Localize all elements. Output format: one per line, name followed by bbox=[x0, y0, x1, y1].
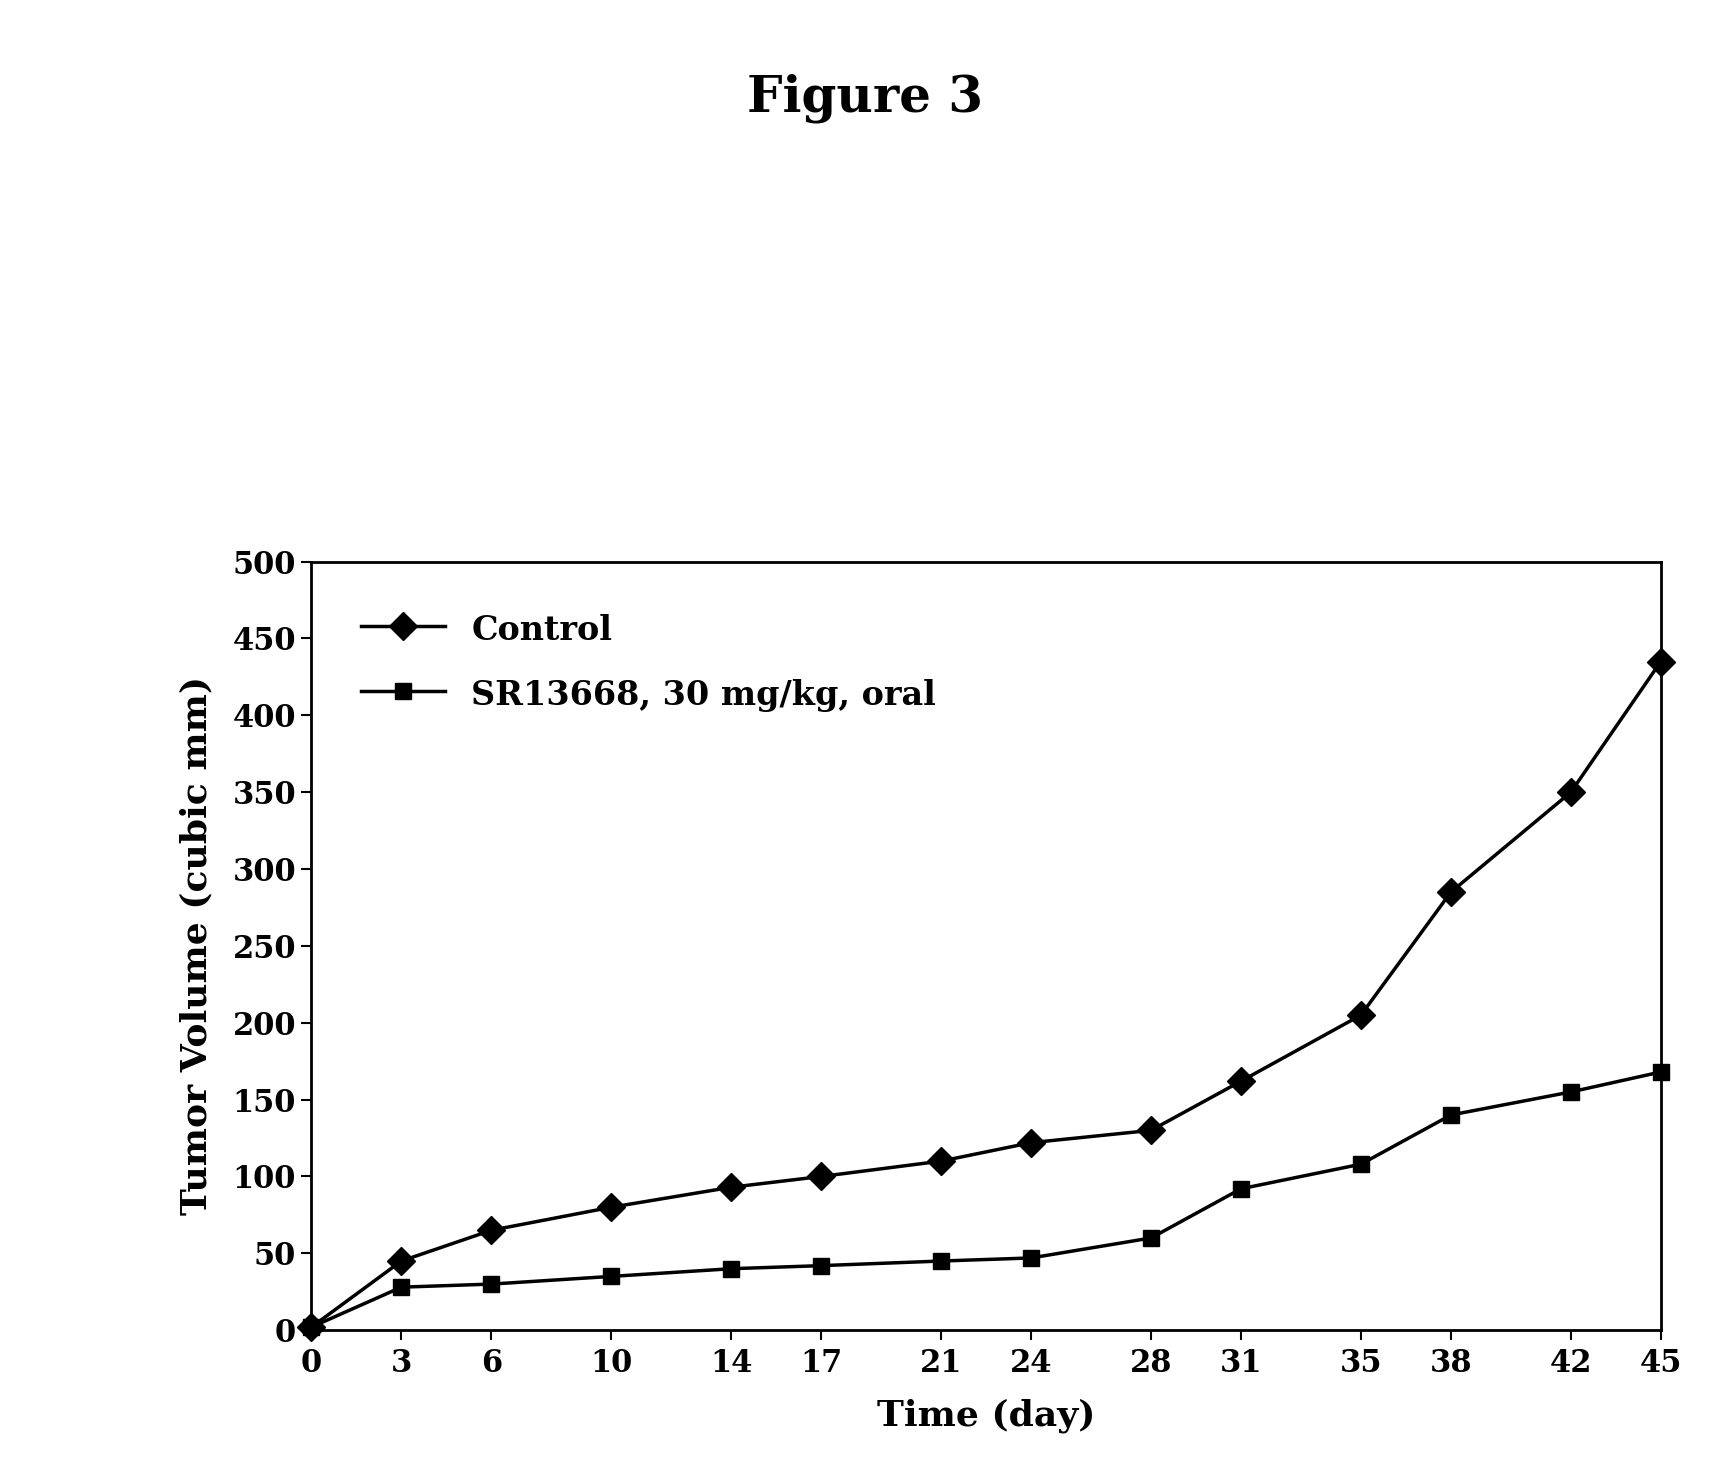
SR13668, 30 mg/kg, oral bbox=[1230, 1179, 1251, 1197]
SR13668, 30 mg/kg, oral bbox=[1560, 1083, 1581, 1101]
Legend: Control, SR13668, 30 mg/kg, oral: Control, SR13668, 30 mg/kg, oral bbox=[329, 578, 969, 745]
SR13668, 30 mg/kg, oral bbox=[721, 1259, 742, 1277]
SR13668, 30 mg/kg, oral bbox=[1351, 1156, 1372, 1174]
Control bbox=[931, 1153, 952, 1171]
Control bbox=[301, 1318, 322, 1336]
Control bbox=[1351, 1007, 1372, 1024]
SR13668, 30 mg/kg, oral bbox=[391, 1278, 412, 1296]
SR13668, 30 mg/kg, oral bbox=[931, 1252, 952, 1270]
Control bbox=[1441, 884, 1462, 902]
SR13668, 30 mg/kg, oral bbox=[481, 1276, 502, 1293]
SR13668, 30 mg/kg, oral bbox=[811, 1256, 832, 1274]
SR13668, 30 mg/kg, oral bbox=[1441, 1106, 1462, 1123]
Control bbox=[721, 1178, 742, 1196]
SR13668, 30 mg/kg, oral bbox=[600, 1268, 621, 1286]
Control bbox=[1230, 1073, 1251, 1091]
X-axis label: Time (day): Time (day) bbox=[877, 1398, 1095, 1434]
Line: SR13668, 30 mg/kg, oral: SR13668, 30 mg/kg, oral bbox=[303, 1064, 1669, 1336]
Control bbox=[1021, 1134, 1041, 1151]
Text: Figure 3: Figure 3 bbox=[747, 74, 983, 123]
Control bbox=[811, 1168, 832, 1185]
Line: Control: Control bbox=[301, 652, 1671, 1336]
Control bbox=[600, 1199, 621, 1216]
SR13668, 30 mg/kg, oral bbox=[301, 1318, 322, 1336]
Y-axis label: Tumor Volume (cubic mm): Tumor Volume (cubic mm) bbox=[178, 677, 213, 1215]
Control bbox=[481, 1221, 502, 1239]
Control bbox=[1140, 1122, 1161, 1140]
SR13668, 30 mg/kg, oral bbox=[1140, 1230, 1161, 1247]
SR13668, 30 mg/kg, oral bbox=[1650, 1063, 1671, 1080]
Control bbox=[1650, 653, 1671, 671]
Control bbox=[391, 1252, 412, 1270]
SR13668, 30 mg/kg, oral bbox=[1021, 1249, 1041, 1267]
Control bbox=[1560, 783, 1581, 801]
